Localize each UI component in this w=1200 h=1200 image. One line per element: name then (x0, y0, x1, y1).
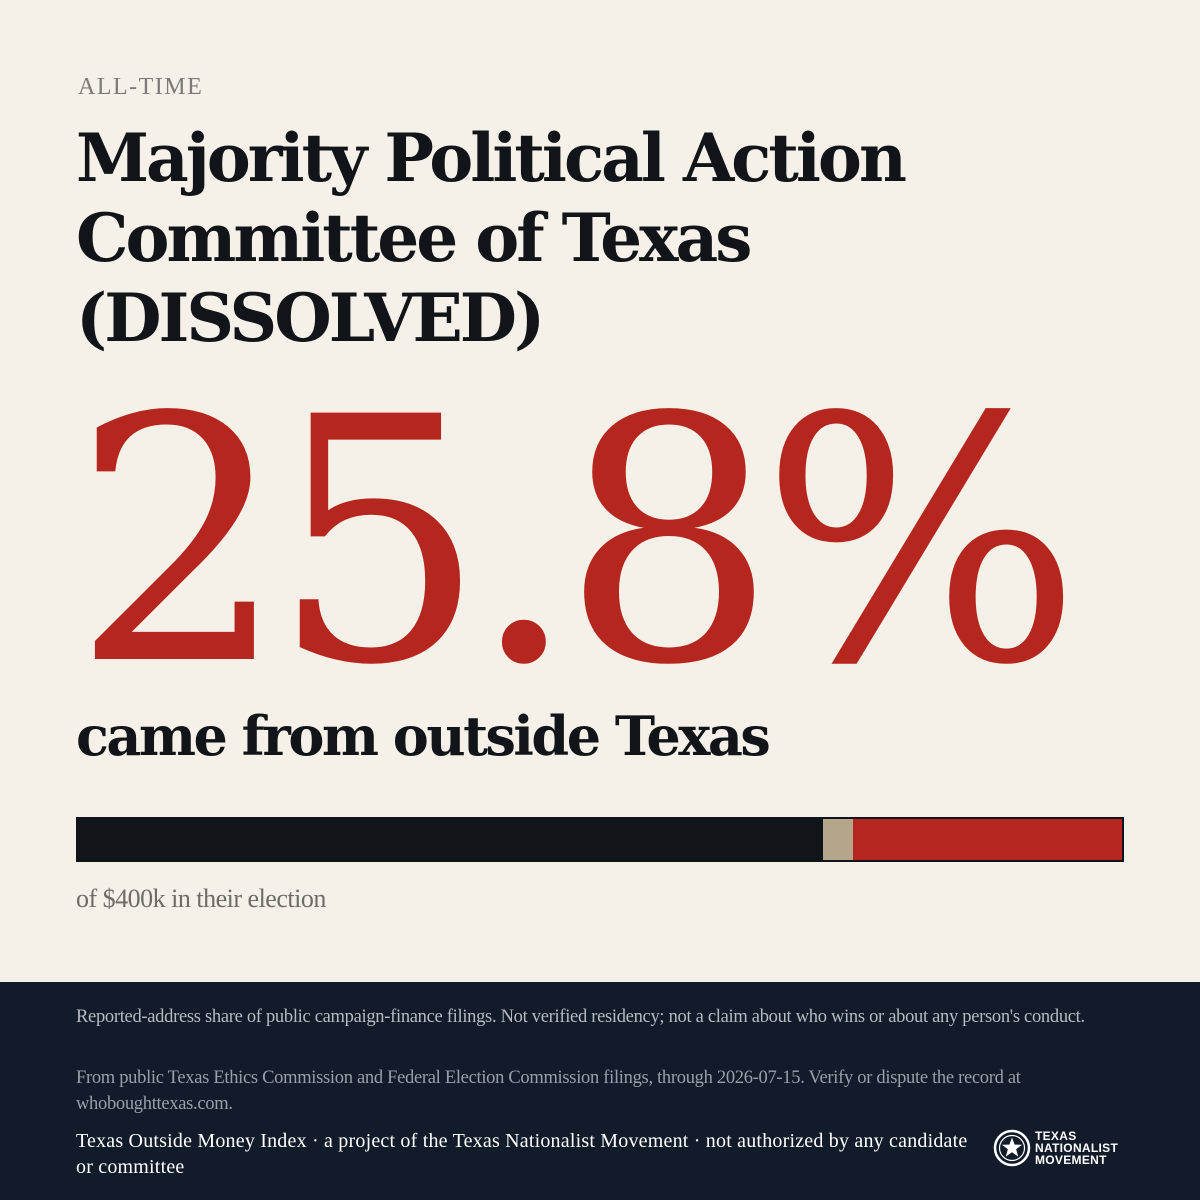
outside-share-value: 25.8% (72, 345, 1082, 739)
disclaimer-text: Reported-address share of public campaig… (76, 1007, 1085, 1027)
bar-segment-outside (852, 819, 1122, 860)
title-line: Majority Political Action (76, 119, 907, 197)
tnm-logo: TEXAS NATIONALIST MOVEMENT (993, 1129, 1118, 1167)
committee-title: Majority Political Action Committee of T… (76, 118, 1076, 358)
logo-line: MOVEMENT (1035, 1153, 1107, 1167)
total-note: of $400k in their election (76, 884, 326, 913)
share-bar (76, 817, 1124, 862)
bar-segment-inside (78, 819, 824, 860)
logo-line: TEXAS (1035, 1129, 1077, 1143)
source-text: From public Texas Ethics Commission and … (76, 1068, 1021, 1114)
title-line: (DISSOLVED) (76, 279, 545, 357)
footer: Reported-address share of public campaig… (0, 982, 1200, 1200)
bar-segment-unknown (823, 819, 853, 860)
star-seal-icon (993, 1129, 1031, 1167)
project-credit: Texas Outside Money Index · a project of… (76, 1130, 968, 1178)
logo-wordmark: TEXAS NATIONALIST MOVEMENT (1035, 1130, 1118, 1166)
eyebrow-label: ALL-TIME (78, 74, 204, 100)
logo-line: NATIONALIST (1035, 1141, 1119, 1155)
outside-share-caption: came from outside Texas (76, 704, 771, 768)
title-line: Committee of Texas (76, 199, 752, 277)
